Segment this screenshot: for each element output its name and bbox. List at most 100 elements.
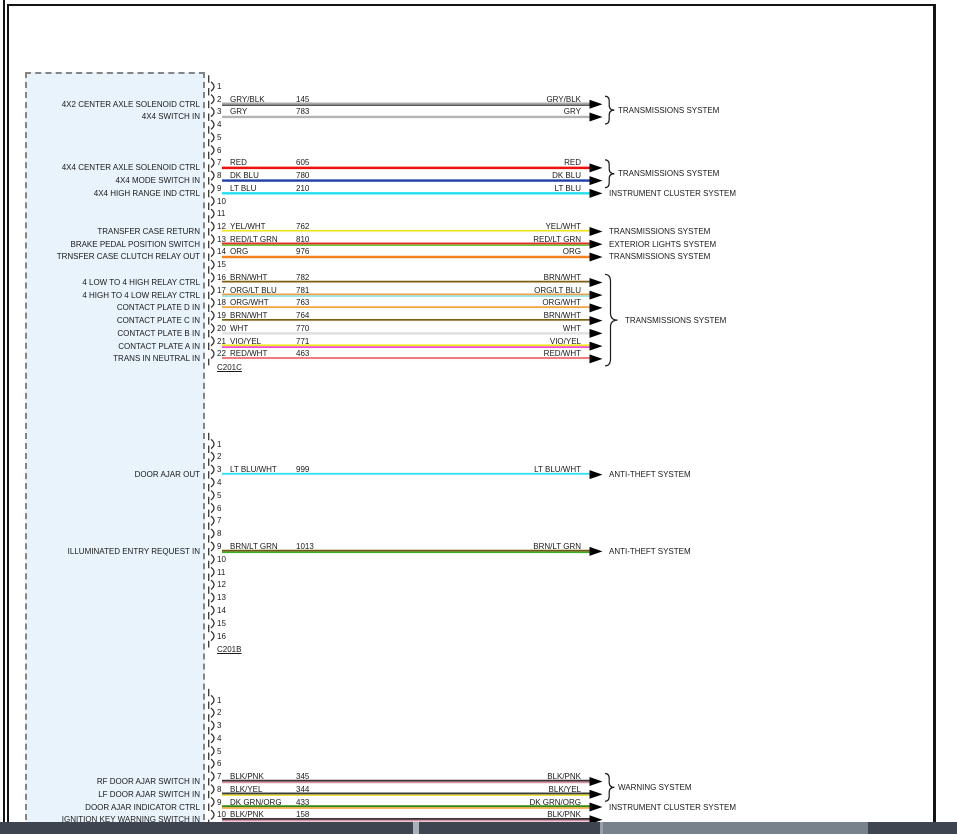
pin-cavity-arc: [210, 310, 215, 321]
system-label: INSTRUMENT CLUSTER SYSTEM: [609, 802, 736, 812]
circuit-number-label: 345: [296, 772, 310, 781]
circuit-number-label: 770: [296, 323, 310, 333]
arrow-right-icon: [589, 546, 603, 556]
taskbar-segment[interactable]: [413, 822, 419, 834]
wire-color-label: ORG/LT BLU: [230, 285, 277, 295]
pin-number: 17: [217, 285, 226, 295]
pin-number: 1: [217, 82, 222, 91]
diagram-frame-top: [7, 4, 936, 6]
signal-label: 4X4 HIGH RANGE IND CTRL: [93, 188, 200, 198]
arrow-right-icon: [589, 470, 603, 480]
wire-color-label-right: ORG/WHT: [542, 298, 581, 308]
signal-label: TRANS IN NEUTRAL IN: [113, 354, 200, 364]
circuit-number-label: 976: [296, 247, 310, 257]
system-label: ANTI-THEFT SYSTEM: [609, 470, 691, 480]
wire-color-label: BLK/PNK: [230, 772, 264, 781]
system-label: ANTI-THEFT SYSTEM: [609, 546, 691, 556]
pin-cavity-arc: [210, 170, 215, 181]
arrow-right-icon: [589, 227, 603, 237]
pin-number: 2: [217, 452, 222, 462]
taskbar-segment[interactable]: [600, 822, 603, 834]
taskbar-segment[interactable]: [868, 822, 957, 834]
circuit-number-label: 158: [296, 810, 310, 820]
arrow-right-icon: [589, 802, 603, 812]
pin-cavity-arc: [210, 183, 215, 194]
pin-cavity-arc: [210, 221, 215, 232]
arrow-right-icon: [589, 252, 603, 262]
wire-color-label: VIO/YEL: [230, 336, 262, 346]
pin-cavity-arc: [210, 106, 215, 118]
connector-label[interactable]: C201B: [217, 645, 242, 654]
pin-number: 16: [217, 631, 226, 641]
signal-label: 4X2 CENTER AXLE SOLENOID CTRL: [61, 99, 200, 109]
pin-cavity-arc: [210, 605, 215, 616]
pin-cavity-arc: [210, 246, 215, 258]
arrow-right-icon: [589, 176, 603, 186]
connector-label[interactable]: C201C: [217, 363, 242, 372]
system-label: TRANSMISSIONS SYSTEM: [625, 315, 727, 325]
signal-label: 4 HIGH TO 4 LOW RELAY CTRL: [82, 290, 200, 300]
pin-cavity-arc: [210, 157, 215, 168]
pin-cavity-arc: [210, 285, 215, 296]
wire-color-label: ORG: [230, 247, 249, 257]
pin-number: 3: [217, 465, 222, 475]
wire-color-label: RED: [230, 158, 247, 168]
pin-number: 7: [217, 516, 222, 526]
arrow-right-icon: [589, 303, 603, 313]
circuit-number-label: 1013: [296, 541, 314, 551]
circuit-number-label: 605: [296, 158, 310, 168]
wire-color-label: GRY: [230, 107, 248, 117]
pin-number: 11: [217, 567, 226, 577]
pin-cavity-arc: [210, 618, 215, 629]
pin-number: 1: [217, 439, 222, 449]
wire-color-label-right: RED/LT GRN: [533, 234, 581, 244]
system-label: WARNING SYSTEM: [618, 782, 692, 792]
signal-label: RF DOOR AJAR SWITCH IN: [96, 777, 200, 786]
pin-number: 12: [217, 222, 226, 232]
wire-color-label-right: ORG: [562, 247, 581, 257]
pin-number: 22: [217, 349, 226, 359]
wire-color-label: WHT: [230, 323, 249, 333]
wire-color-label: BRN/LT GRN: [230, 541, 278, 551]
pin-cavity-arc: [210, 94, 215, 105]
pin-cavity-arc: [210, 490, 215, 501]
pin-cavity-arc: [210, 208, 215, 219]
pin-cavity-arc: [210, 502, 215, 514]
pin-cavity-arc: [210, 554, 215, 565]
wire-color-label-right: DK GRN/ORG: [529, 797, 581, 807]
circuit-number-label: 764: [296, 311, 310, 321]
arrow-right-icon: [589, 239, 603, 249]
taskbar-segment[interactable]: [419, 822, 600, 834]
arrow-right-icon: [589, 188, 603, 198]
circuit-number-label: 762: [296, 222, 310, 232]
taskbar-segment[interactable]: [603, 822, 868, 834]
wire-color-label: BLK/YEL: [230, 784, 263, 794]
taskbar-segment[interactable]: [0, 822, 413, 834]
circuit-number-label: 810: [296, 234, 310, 244]
wire-color-label: BLK/PNK: [230, 810, 264, 820]
pin-number: 8: [217, 171, 222, 181]
wire-color-label: ORG/WHT: [230, 298, 269, 308]
pin-number: 5: [217, 132, 222, 142]
wire-color-label: RED/LT GRN: [230, 234, 278, 244]
wire-color-label-right: BRN/WHT: [543, 311, 581, 321]
pin-number: 2: [217, 708, 222, 718]
pin-cavity-arc: [210, 234, 215, 245]
system-label: TRANSMISSIONS SYSTEM: [618, 105, 720, 115]
wire-color-label: LT BLU: [230, 183, 257, 193]
pin-number: 18: [217, 298, 226, 308]
system-label: INSTRUMENT CLUSTER SYSTEM: [609, 188, 736, 198]
signal-label: DOOR AJAR OUT: [134, 470, 200, 480]
circuit-number-label: 763: [296, 298, 310, 308]
wire-color-label: RED/WHT: [230, 349, 268, 359]
pin-number: 14: [217, 247, 226, 257]
signal-label: TRNSFER CASE CLUTCH RELAY OUT: [56, 252, 200, 262]
wire-color-label-right: BRN/LT GRN: [533, 541, 581, 551]
diagram-frame-left: [7, 4, 9, 822]
pin-cavity-arc: [210, 145, 215, 156]
wire-color-label-right: RED/WHT: [543, 349, 581, 359]
pin-cavity-arc: [210, 796, 215, 808]
pin-number: 6: [217, 145, 222, 155]
arrow-right-icon: [589, 163, 603, 173]
